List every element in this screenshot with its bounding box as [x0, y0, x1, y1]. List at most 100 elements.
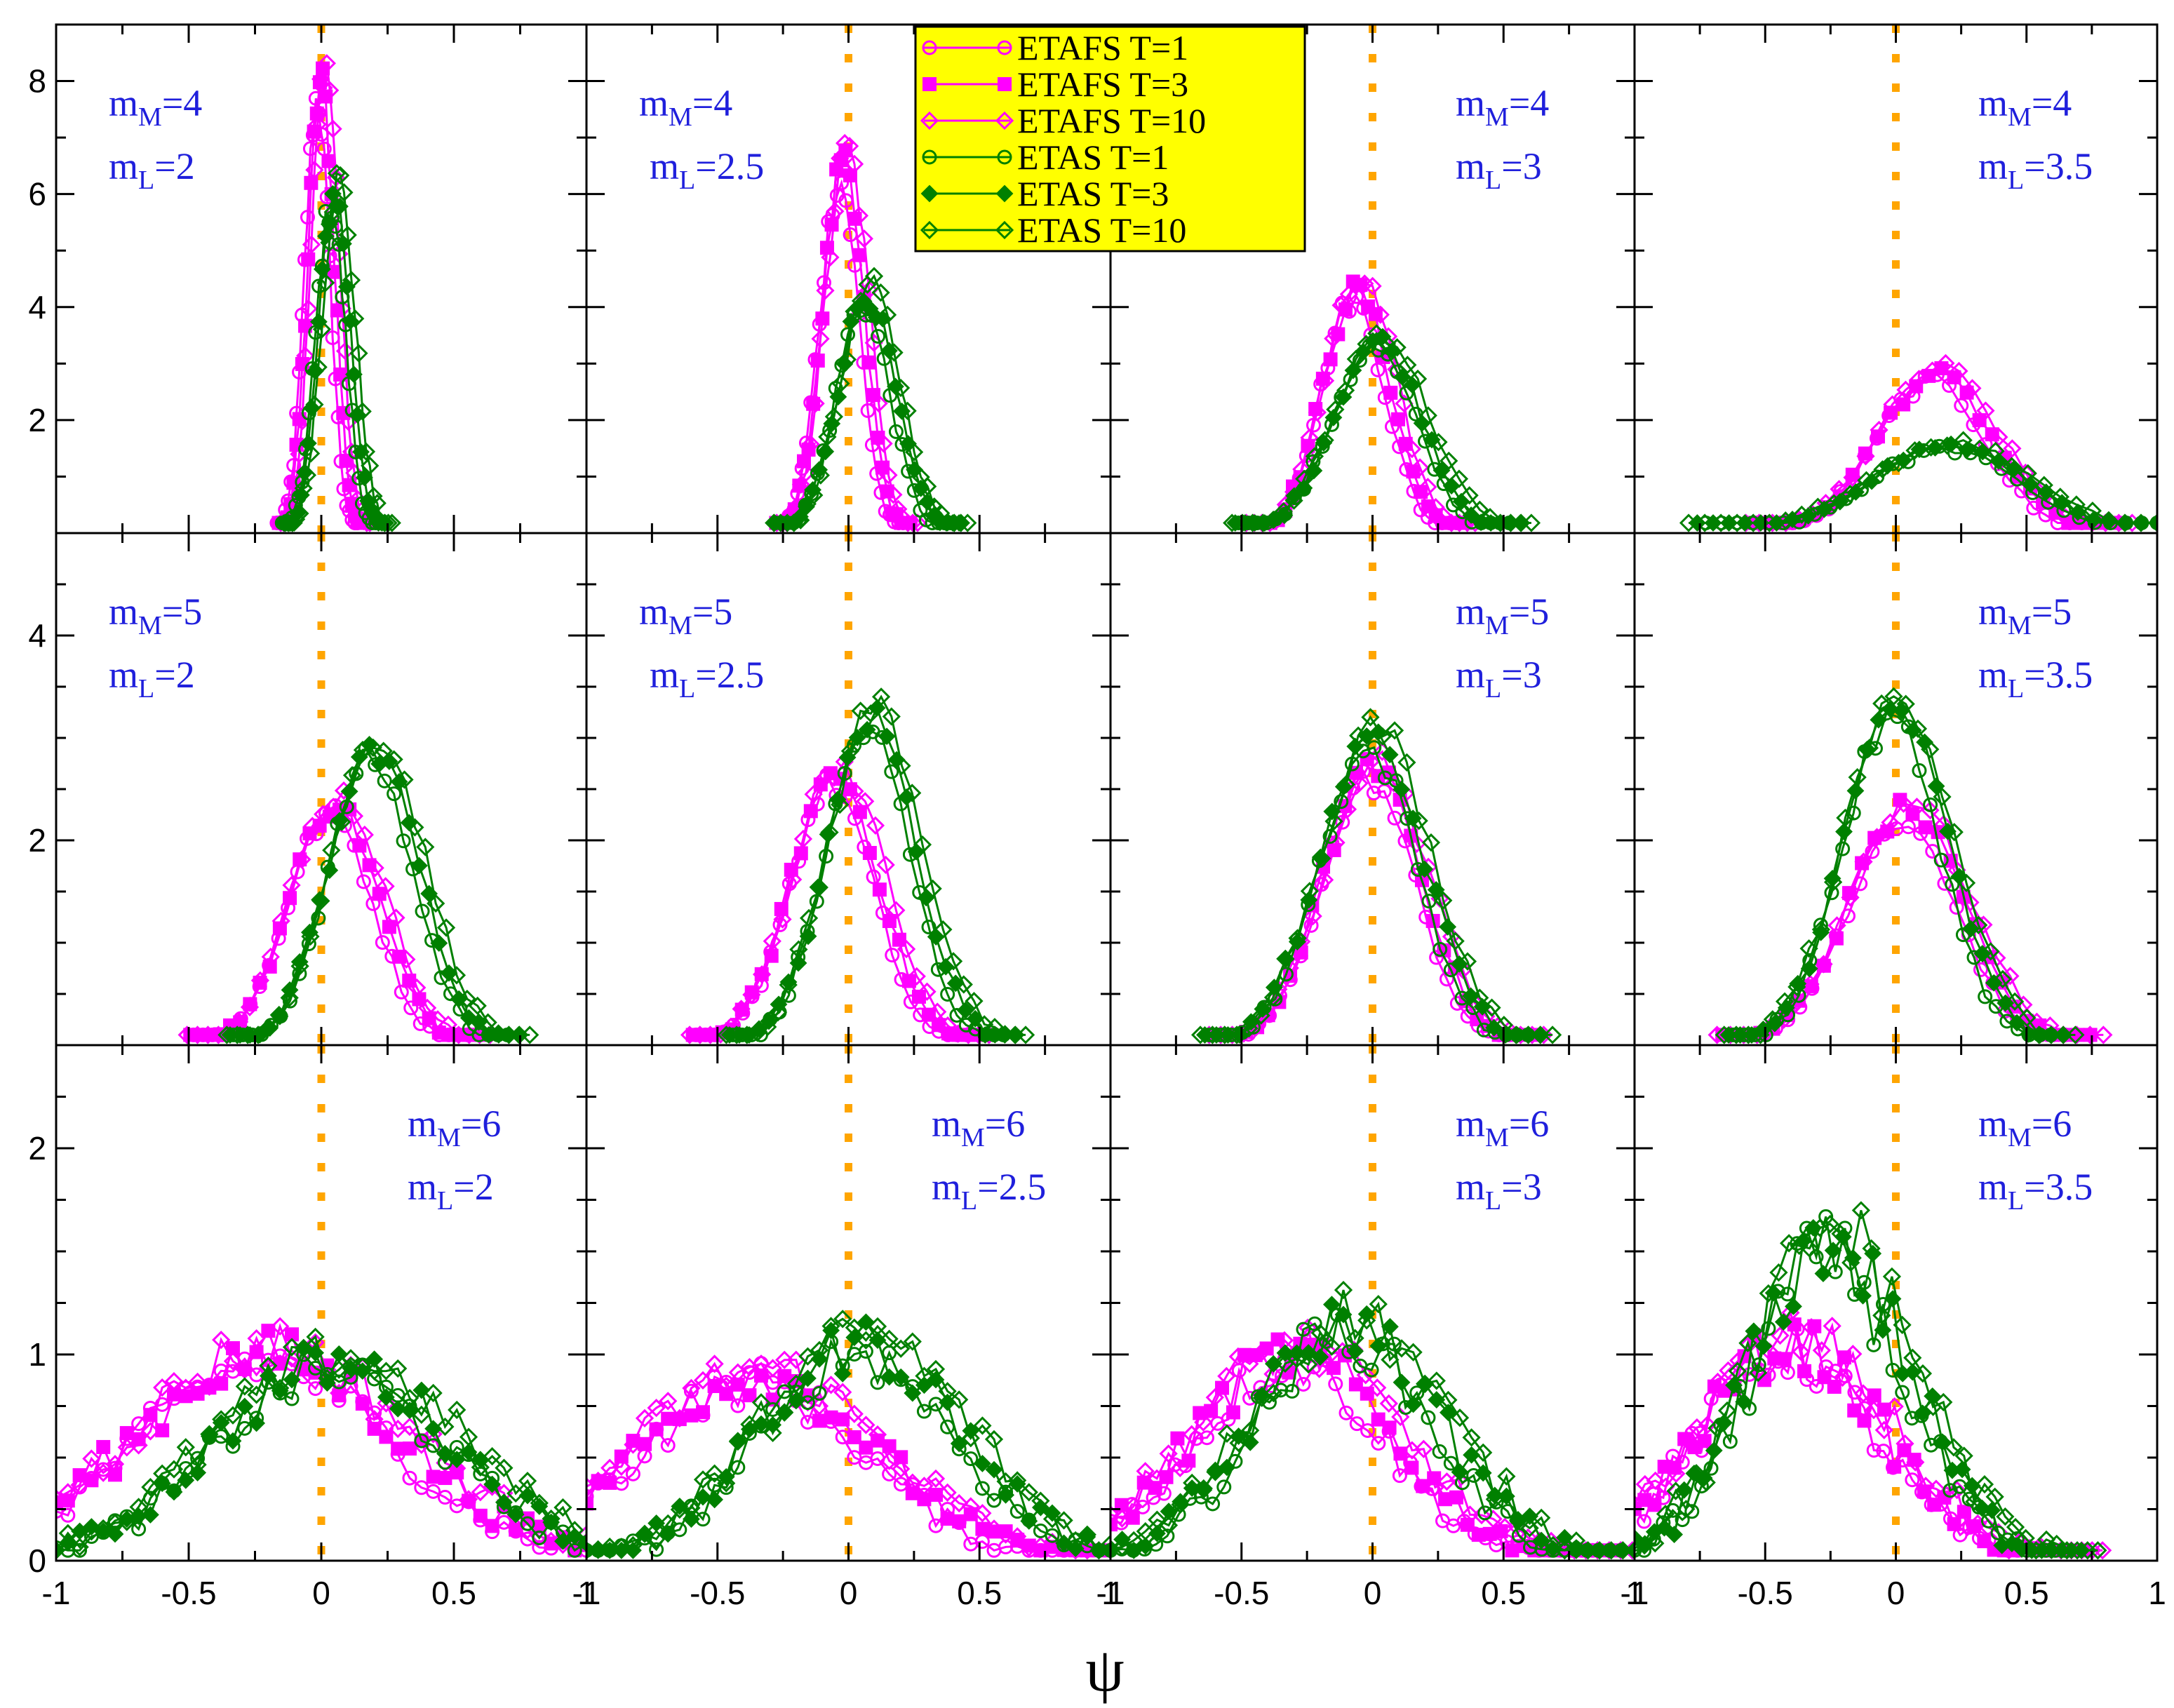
data-point	[338, 225, 357, 245]
data-point	[1451, 1463, 1469, 1481]
data-point	[1860, 739, 1879, 758]
x-tick-label: -0.5	[690, 1575, 745, 1611]
data-point	[1667, 1464, 1686, 1484]
data-point	[1823, 1317, 1841, 1336]
data-point	[1042, 1509, 1062, 1528]
data-point	[693, 1470, 713, 1489]
data-point	[379, 1430, 394, 1444]
data-point	[1263, 1364, 1282, 1383]
series-line	[692, 772, 979, 1036]
data-point	[1326, 400, 1345, 419]
data-point	[1990, 1525, 2006, 1540]
data-point	[1369, 1295, 1388, 1314]
data-point	[1857, 1413, 1872, 1428]
data-point	[1774, 1313, 1792, 1331]
data-point	[682, 1498, 701, 1517]
data-point	[1696, 513, 1715, 532]
data-point	[997, 1486, 1015, 1504]
data-point	[917, 889, 935, 907]
data-point	[1346, 1329, 1364, 1347]
data-point	[1656, 1505, 1675, 1524]
data-point	[1371, 1412, 1385, 1427]
data-point	[1857, 471, 1876, 490]
data-point	[1882, 1267, 1902, 1286]
x-tick-label: -0.5	[1214, 1575, 1269, 1611]
panel-3	[1633, 23, 2159, 534]
data-point	[1284, 491, 1303, 510]
data-point	[1827, 916, 1846, 935]
data-point	[1872, 1306, 1891, 1325]
data-point	[1347, 275, 1367, 294]
panel-4	[55, 532, 588, 1047]
data-point	[1947, 1517, 1961, 1531]
data-point	[2088, 1541, 2107, 1560]
data-point	[589, 1472, 608, 1491]
data-point	[261, 1324, 276, 1338]
data-point	[1906, 1453, 1925, 1472]
data-point	[1477, 1505, 1493, 1521]
data-point	[871, 283, 890, 302]
series-etas-t-10	[1679, 431, 2157, 532]
data-point	[2093, 1541, 2112, 1560]
data-point	[2094, 1026, 2113, 1044]
data-point	[314, 805, 333, 823]
data-point	[1887, 1459, 1902, 1474]
series-etafs-t-10	[767, 133, 927, 532]
annotation-mm: mM=5	[1456, 591, 1549, 640]
data-point	[963, 1451, 979, 1467]
data-point	[1199, 1430, 1214, 1446]
data-point	[1421, 833, 1441, 852]
data-point	[1284, 1383, 1300, 1399]
data-point	[1303, 907, 1322, 926]
data-point	[2054, 1026, 2073, 1044]
data-point	[732, 1000, 751, 1018]
data-point	[1777, 1352, 1792, 1366]
data-point	[884, 764, 899, 779]
data-point	[364, 487, 383, 506]
data-point	[96, 1439, 111, 1454]
data-point	[1697, 1434, 1712, 1448]
data-point	[1171, 1495, 1190, 1514]
data-point	[928, 1002, 947, 1021]
annotation-mm: mM=6	[932, 1103, 1025, 1152]
data-point	[1809, 497, 1827, 516]
data-point	[495, 1493, 513, 1512]
data-point	[250, 971, 270, 990]
data-point	[1101, 1534, 1111, 1554]
data-point	[506, 1484, 525, 1503]
data-point	[1916, 1477, 1935, 1495]
data-point	[938, 1016, 958, 1035]
series-etafs-t-10	[586, 1350, 1111, 1560]
data-point	[586, 1496, 593, 1511]
data-point	[798, 1347, 817, 1366]
data-point	[1532, 1508, 1551, 1527]
series-etas-t-1	[725, 724, 1012, 1042]
data-point	[857, 1416, 875, 1434]
data-point	[2018, 464, 2037, 483]
legend-marker	[995, 184, 1014, 203]
data-point	[1936, 354, 1955, 372]
data-point	[1895, 1385, 1910, 1400]
data-point	[1190, 1026, 1210, 1044]
legend-marker	[920, 220, 939, 240]
data-point	[1311, 1348, 1329, 1366]
series-line	[1729, 708, 2063, 1036]
data-point	[1229, 1434, 1248, 1453]
data-point	[1854, 1286, 1872, 1305]
data-point	[375, 513, 394, 532]
series-line	[1200, 715, 1553, 1036]
data-point	[489, 1024, 508, 1043]
series-line	[1246, 282, 1475, 524]
data-point	[565, 1521, 584, 1540]
data-point	[1305, 447, 1324, 466]
data-point	[1300, 882, 1320, 901]
data-point	[402, 1470, 417, 1486]
data-point	[671, 1498, 689, 1515]
series-etas-t-10	[586, 1310, 1111, 1560]
data-point	[1450, 513, 1469, 532]
data-point	[1938, 436, 1957, 455]
data-point	[1413, 414, 1431, 432]
data-point	[1864, 1401, 1884, 1420]
data-point	[1687, 1418, 1707, 1437]
